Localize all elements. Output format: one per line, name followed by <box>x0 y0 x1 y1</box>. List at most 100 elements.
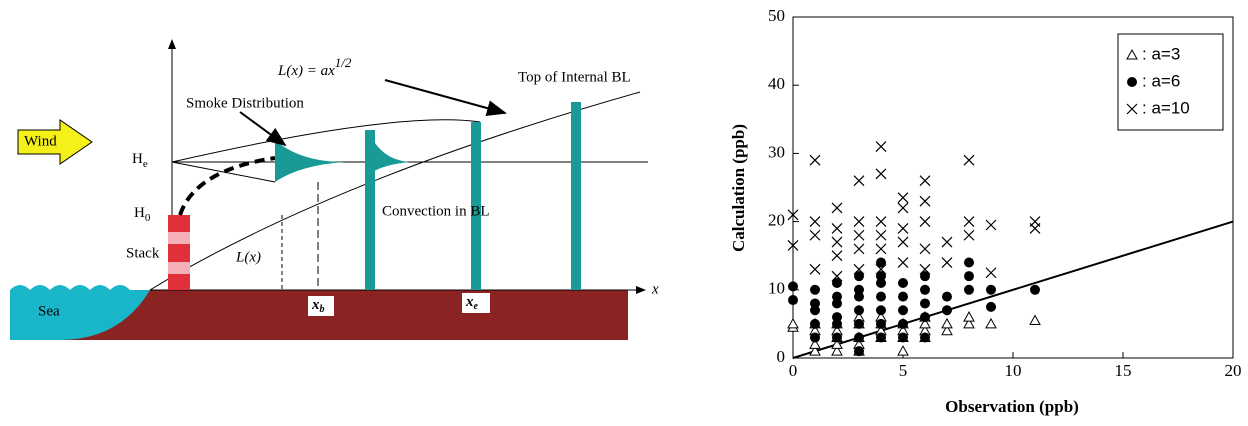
point <box>898 346 908 355</box>
y-axis-title: Calculation (ppb) <box>729 124 748 252</box>
point <box>810 319 820 329</box>
wind-label: Wind <box>24 133 57 149</box>
point <box>1030 315 1040 324</box>
point <box>964 258 974 268</box>
x-tick-label: 10 <box>1005 361 1022 380</box>
point <box>1030 285 1040 295</box>
smoke-label: Smoke Distribution <box>186 95 304 111</box>
point <box>898 223 908 233</box>
point <box>986 268 996 278</box>
point <box>876 217 886 227</box>
point <box>942 292 952 302</box>
point <box>964 230 974 240</box>
plume-top <box>172 120 480 162</box>
smoke-arrow <box>240 112 285 145</box>
point <box>964 217 974 227</box>
point <box>898 292 908 302</box>
x-axis-title: Observation (ppb) <box>945 397 1079 416</box>
point <box>854 333 864 343</box>
point <box>986 302 996 312</box>
point <box>920 285 930 295</box>
point <box>942 319 952 328</box>
point <box>920 217 930 227</box>
point <box>876 169 886 179</box>
point <box>810 264 820 274</box>
x-axis-label: x <box>651 281 659 297</box>
point <box>1030 217 1040 227</box>
convection <box>365 130 375 290</box>
y-tick-label: 50 <box>768 6 785 25</box>
legend-label: : a=3 <box>1142 44 1180 63</box>
point <box>854 217 864 227</box>
convection-label: Convection in BL <box>382 203 490 219</box>
point <box>942 305 952 315</box>
point <box>810 155 820 165</box>
bl-curve <box>150 92 640 290</box>
plume-bottom <box>172 162 275 182</box>
point <box>964 271 974 281</box>
convection <box>571 102 581 290</box>
y-tick-label: 40 <box>768 74 785 93</box>
smoke-profile <box>275 140 345 182</box>
point <box>876 230 886 240</box>
point <box>876 244 886 254</box>
y-tick-label: 0 <box>777 347 786 366</box>
formula: L(x) = ax1/2 <box>277 55 352 79</box>
he-label: He <box>132 151 148 169</box>
chart: Observation (ppb) Calculation (ppb) 0 5 10… <box>729 6 1242 416</box>
legend-label: : a=6 <box>1142 71 1180 90</box>
point <box>898 305 908 315</box>
top-label: Top of Internal BL <box>518 69 631 85</box>
figure: Wind He H0 Stack Sea L(x) = ax1/2 Top of… <box>0 0 1248 421</box>
point <box>986 285 996 295</box>
point <box>832 292 842 302</box>
point <box>942 258 952 268</box>
diagram: Wind He H0 Stack Sea L(x) = ax1/2 Top of… <box>10 40 659 340</box>
point <box>920 333 930 343</box>
x-tick-label: 15 <box>1115 361 1132 380</box>
point <box>788 295 798 305</box>
stack <box>168 215 190 290</box>
point <box>810 230 820 240</box>
stack-band <box>168 262 190 274</box>
point <box>854 176 864 186</box>
legend-marker <box>1127 77 1137 87</box>
point <box>810 333 820 343</box>
point <box>898 278 908 288</box>
point <box>832 223 842 233</box>
x-tick-label: 5 <box>899 361 908 380</box>
legend-label: : a=10 <box>1142 98 1190 117</box>
point <box>854 244 864 254</box>
point <box>832 333 842 343</box>
point <box>986 220 996 230</box>
stack-label: Stack <box>126 245 160 261</box>
point <box>920 312 930 322</box>
ground <box>60 290 628 340</box>
point <box>898 193 908 203</box>
point <box>876 319 886 329</box>
point <box>810 298 820 308</box>
point <box>876 142 886 152</box>
formula-arrow <box>385 80 505 113</box>
point <box>964 285 974 295</box>
point <box>964 312 974 321</box>
point <box>832 237 842 247</box>
point <box>920 176 930 186</box>
y-tick-label: 20 <box>768 211 785 230</box>
point <box>898 203 908 213</box>
point <box>920 298 930 308</box>
point <box>832 312 842 322</box>
stack-band <box>168 232 190 244</box>
x-tick-label: 20 <box>1225 361 1242 380</box>
point <box>854 305 864 315</box>
point <box>854 285 864 295</box>
point <box>788 319 798 328</box>
point <box>810 217 820 227</box>
point <box>920 244 930 254</box>
y-tick-label: 30 <box>768 142 785 161</box>
point <box>920 196 930 206</box>
point <box>832 251 842 261</box>
point <box>964 155 974 165</box>
point <box>898 237 908 247</box>
point <box>832 203 842 213</box>
